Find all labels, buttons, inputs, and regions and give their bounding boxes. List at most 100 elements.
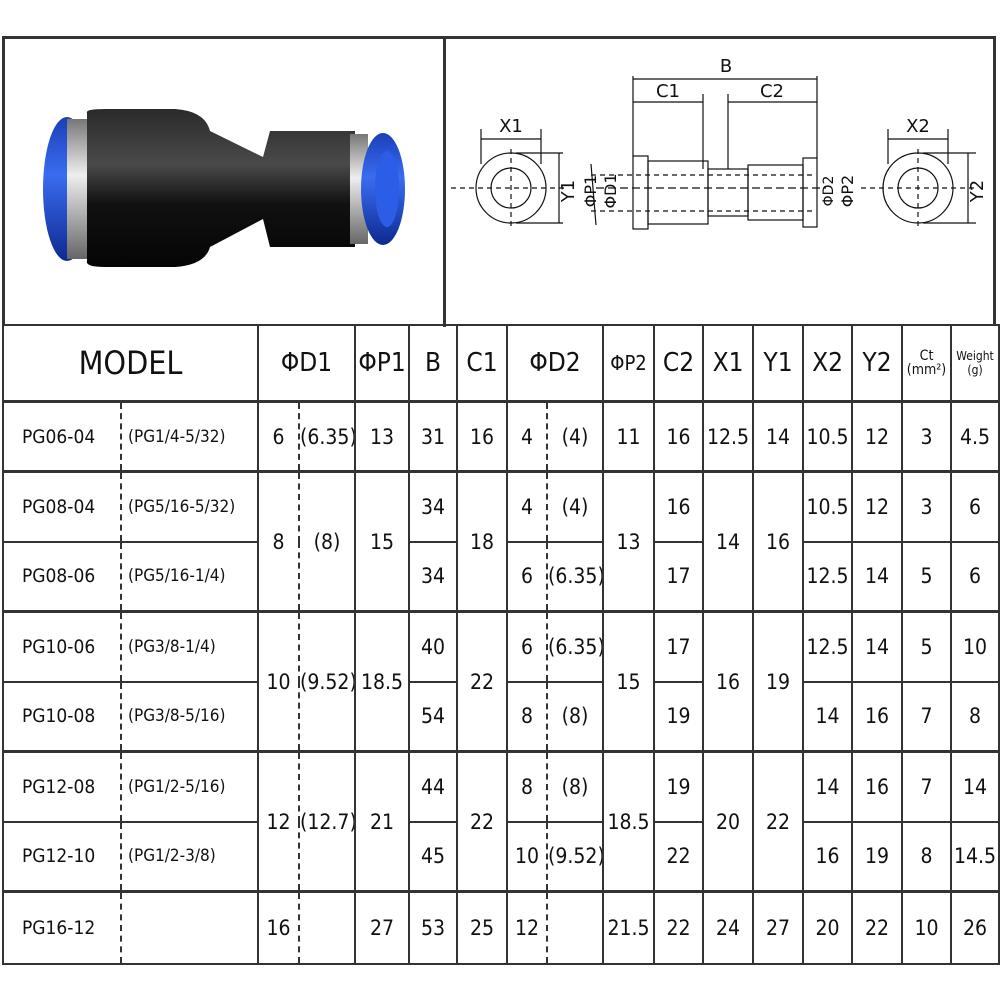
cell-x1: 14	[702, 470, 755, 613]
cell-c2: 17	[653, 540, 705, 613]
header-ct: Ct (mm²)	[901, 324, 953, 403]
cell-x2: 10.5	[802, 470, 854, 543]
cell-p1: 15	[354, 470, 411, 613]
cell-inch: (PG3/8-1/4)	[119, 610, 260, 683]
cell-d1-inch: (8)	[298, 470, 357, 613]
header-p1: ΦP1	[354, 324, 411, 403]
cell-d1: 8	[257, 470, 300, 613]
cell-p1: 13	[354, 400, 411, 473]
cell-c2: 19	[653, 750, 705, 823]
header-y2: Y2	[851, 324, 904, 403]
cell-c2: 16	[653, 400, 705, 473]
cell-d2: 6	[506, 610, 548, 683]
cell-p1: 27	[354, 890, 411, 965]
label-b: B	[720, 56, 732, 77]
cell-c2: 16	[653, 470, 705, 543]
cell-model: PG10-08	[2, 680, 121, 753]
specification-table: MODEL ΦD1 ΦP1 B C1 ΦD2 ΦP2 C2 X1 Y1 X2 Y…	[1, 324, 1000, 965]
cell-weight: 14	[950, 750, 1000, 823]
product-header-panel: X1 Y1 B C1 C2 ΦP1 ΦD1 ΦD2 ΦP2	[2, 36, 996, 327]
cell-b: 34	[408, 470, 459, 543]
header-weight: Weight (g)	[950, 324, 1000, 403]
header-ct-label: Ct	[919, 348, 934, 364]
cell-x2: 16	[802, 820, 854, 893]
label-x1: X1	[499, 116, 523, 137]
cell-x2: 14	[802, 680, 854, 753]
cell-weight: 26	[950, 890, 1000, 965]
cell-d1-inch: (12.7)	[298, 750, 357, 893]
cell-d1: 16	[257, 890, 300, 965]
cell-ct: 3	[901, 400, 953, 473]
cell-y1: 27	[752, 890, 805, 965]
cell-weight: 8	[950, 680, 1000, 753]
cell-d2: 4	[506, 400, 548, 473]
cell-y2: 16	[851, 680, 904, 753]
cell-p1: 18.5	[354, 610, 411, 753]
label-x2: X2	[906, 116, 930, 137]
cell-model: PG08-04	[2, 470, 121, 543]
cell-ct: 7	[901, 750, 953, 823]
table-row: PG08-06 (PG5/16-1/4) 34 6 (6.35) 17 12.5 14 5 6	[2, 540, 1000, 613]
cell-x1: 20	[702, 750, 755, 893]
table-body: PG06-04 (PG1/4-5/32) 6 (6.35) 13 31 16 4 (4) 11 16…	[2, 400, 1000, 965]
cell-inch: (PG5/16-5/32)	[119, 470, 260, 543]
header-d2: ΦD2	[506, 324, 605, 403]
cell-weight: 6	[950, 540, 1000, 613]
cell-model: PG06-04	[2, 400, 121, 473]
table-row: PG10-06 (PG3/8-1/4) 10 (9.52) 18.5 40 22 6 (6.35…	[2, 610, 1000, 753]
header-x2: X2	[802, 324, 854, 403]
cell-d2: 10	[506, 820, 548, 893]
cell-b: 45	[408, 820, 459, 893]
cell-c1: 16	[456, 400, 509, 473]
cell-c1: 22	[456, 750, 509, 893]
table-row: PG06-04 (PG1/4-5/32) 6 (6.35) 13 31 16 4 (4) 11 16…	[2, 400, 1000, 473]
label-c2: C2	[760, 81, 784, 102]
cell-b: 53	[408, 890, 459, 965]
header-x1: X1	[702, 324, 755, 403]
cell-inch: (PG1/2-3/8)	[119, 820, 260, 893]
cell-weight: 6	[950, 470, 1000, 543]
cell-model: PG12-10	[2, 820, 121, 893]
table-row: PG12-08 (PG1/2-5/16) 12 (12.7) 21 44 22 8 (8) 18.…	[2, 750, 1000, 893]
cell-ct: 5	[901, 540, 953, 613]
cell-x1: 16	[702, 610, 755, 753]
cell-y2: 19	[851, 820, 904, 893]
cell-model: PG10-06	[2, 610, 121, 683]
cell-y2: 22	[851, 890, 904, 965]
header-b: B	[408, 324, 459, 403]
cell-d1: 10	[257, 610, 300, 753]
cell-weight: 10	[950, 610, 1000, 683]
cell-c1: 18	[456, 470, 509, 613]
cell-d1-inch: (6.35)	[298, 400, 357, 473]
cell-b: 31	[408, 400, 459, 473]
cell-inch: (PG1/4-5/32)	[119, 400, 260, 473]
cell-b: 34	[408, 540, 459, 613]
header-p2: ΦP2	[602, 324, 656, 403]
table-row: PG16-12 16 27 53 25 12 21.5 22 24 27 20 22 10 26	[2, 890, 1000, 965]
cell-p2: 13	[602, 470, 656, 613]
cell-b: 40	[408, 610, 459, 683]
header-c1: C1	[456, 324, 509, 403]
label-y1: Y1	[558, 180, 579, 203]
table-row: PG10-08 (PG3/8-5/16) 54 8 (8) 19 14 16 7 8	[2, 680, 1000, 753]
header-y1: Y1	[752, 324, 805, 403]
cell-d2-inch: (9.52)	[546, 820, 605, 893]
header-d1: ΦD1	[257, 324, 357, 403]
table-row: PG08-04 (PG5/16-5/32) 8 (8) 15 34 18 4 (4) 13 16 14…	[2, 470, 1000, 613]
cell-d2: 8	[506, 750, 548, 823]
cell-c2: 22	[653, 820, 705, 893]
label-d1: ΦD1	[601, 173, 620, 208]
cell-x2: 14	[802, 750, 854, 823]
cell-inch	[119, 890, 260, 965]
cell-weight: 14.5	[950, 820, 1000, 893]
label-p1: ΦP1	[581, 175, 600, 207]
cell-d2-inch	[546, 890, 605, 965]
cell-d1-inch	[298, 890, 357, 965]
header-row: MODEL ΦD1 ΦP1 B C1 ΦD2 ΦP2 C2 X1 Y1 X2 Y…	[1, 324, 1000, 403]
cell-d2-inch: (8)	[546, 680, 605, 753]
cell-y2: 14	[851, 610, 904, 683]
cell-y2: 16	[851, 750, 904, 823]
cell-x1: 12.5	[702, 400, 755, 473]
cell-model: PG12-08	[2, 750, 121, 823]
cell-d2: 4	[506, 470, 548, 543]
